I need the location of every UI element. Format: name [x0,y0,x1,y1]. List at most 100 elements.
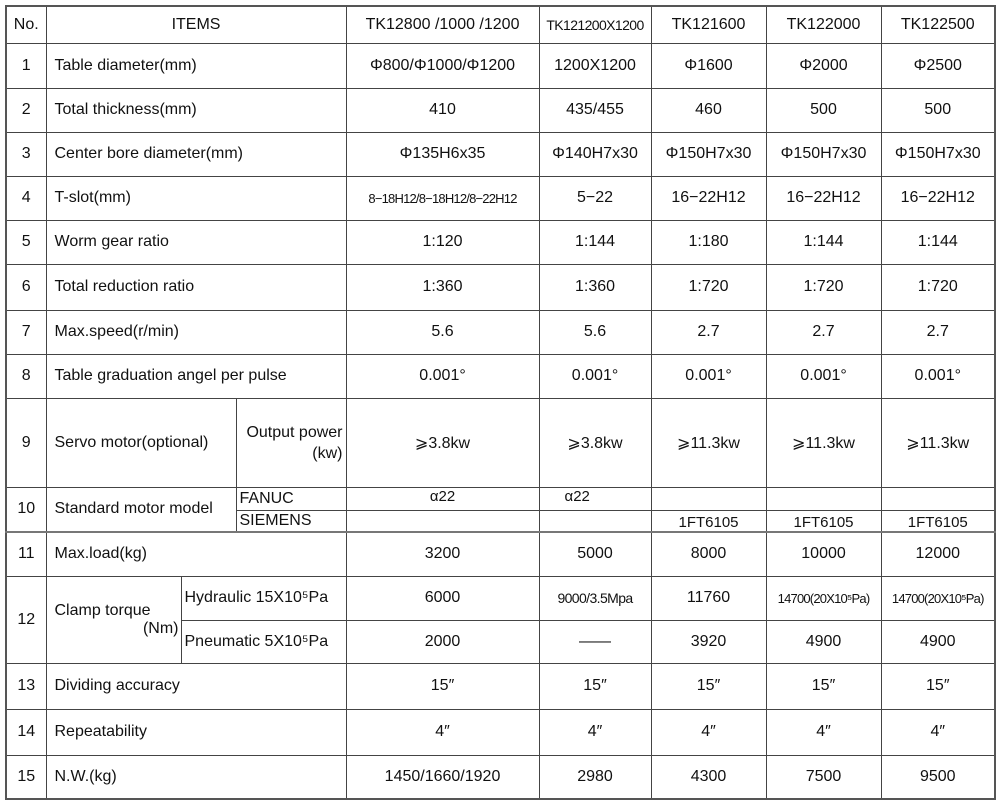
row-value: 3200 [345,531,540,577]
row-item: Worm gear ratio [45,219,347,265]
row-value [765,486,882,511]
row-value: Φ150H7x30 [880,131,996,177]
row-value: Φ1600 [650,42,767,89]
row-value: 8000 [650,531,767,577]
row-item: Max.speed(r/min) [45,309,347,355]
table-row: 7 Max.speed(r/min) 5.6 5.6 2.7 2.7 2.7 [5,309,996,355]
row-subitem: Pneumatic 5X10⁵Pa [180,619,347,664]
row-value: Φ135H6x35 [345,131,540,177]
row-value: 1:180 [650,219,767,265]
row-value: 2.7 [765,309,882,355]
row-value: 500 [880,87,996,133]
row-value: 15″ [765,662,882,710]
row-value: 1:720 [880,263,996,311]
table-row: 11 Max.load(kg) 3200 5000 8000 10000 12000 [5,531,996,577]
row-number: 13 [5,662,47,710]
row-subitem: FANUC [235,486,347,511]
row-value: 5.6 [538,309,652,355]
header-model: TK12800 /1000 /1200 [345,5,540,44]
row-value: α22 [538,486,652,511]
row-value: ⩾3.8kw [538,397,652,488]
row-value: 15″ [650,662,767,710]
row-value: 435/455 [538,87,652,133]
row-value: ⩾11.3kw [650,397,767,488]
row-number: 15 [5,754,47,800]
table-row: 15 N.W.(kg) 1450/1660/1920 2980 4300 7500 9500 [5,754,996,800]
row-subitem: Hydraulic 15X10⁵Pa [180,575,347,621]
row-value: Φ2500 [880,42,996,89]
row-value: 5−22 [538,175,652,221]
row-number: 11 [5,531,47,577]
row-value: 1:144 [538,219,652,265]
row-value: 1FT6105 [765,509,882,533]
row-value [538,509,652,533]
row-value: 7500 [765,754,882,800]
row-value: 6000 [345,575,540,621]
row-item: Repeatability [45,708,347,756]
row-item: Standard motor model [45,486,237,533]
row-number: 3 [5,131,47,177]
row-value: 4″ [765,708,882,756]
row-value: 0.001° [880,353,996,399]
subitem-line: (kw) [312,444,343,462]
row-value: 5.6 [345,309,540,355]
table-row: 1 Table diameter(mm) Φ800/Φ1000/Φ1200 1200X… [5,42,996,89]
row-number: 10 [5,486,47,533]
table-row: 6 Total reduction ratio 1:360 1:360 1:720 1:7… [5,263,996,311]
table-row: 4 T-slot(mm) 8−18H12/8−18H12/8−22H12 5−22 16… [5,175,996,221]
row-item: Table diameter(mm) [45,42,347,89]
row-value: 4″ [345,708,540,756]
row-item: Total thickness(mm) [45,87,347,133]
row-item: Total reduction ratio [45,263,347,311]
table-row: 8 Table graduation angel per pulse 0.001° 0… [5,353,996,399]
table-row: 14 Repeatability 4″ 4″ 4″ 4″ 4″ [5,708,996,756]
header-model: TK121200X1200 [538,5,652,44]
row-value: 1200X1200 [538,42,652,89]
row-item: Servo motor(optional) [45,397,237,488]
row-value: 12000 [880,531,996,577]
header-model: TK121600 [650,5,767,44]
row-item: Max.load(kg) [45,531,347,577]
table-row: SIEMENS 1FT6105 1FT6105 1FT6105 [6,509,996,533]
row-value: 16−22H12 [650,175,767,221]
row-value: 1450/1660/1920 [345,754,540,800]
row-value: 11760 [650,575,767,621]
row-value: ⩾3.8kw [345,397,540,488]
row-value [650,486,767,511]
row-number: 14 [5,708,47,756]
row-item: Center bore diameter(mm) [45,131,347,177]
row-value: 4900 [880,619,996,664]
row-value: 9500 [880,754,996,800]
row-value: 0.001° [650,353,767,399]
row-number: 2 [5,87,47,133]
row-value: 0.001° [765,353,882,399]
row-value: Φ140H7x30 [538,131,652,177]
row-subitem: Output power (kw) [235,397,347,488]
row-value: 10000 [765,531,882,577]
item-line: (Nm) [142,619,179,637]
row-item: Dividing accuracy [45,662,347,710]
row-value: Φ2000 [765,42,882,89]
row-value: —— [538,619,652,664]
row-number: 5 [5,219,47,265]
row-number: 8 [5,353,47,399]
row-value: Φ150H7x30 [650,131,767,177]
row-value: 2.7 [650,309,767,355]
table-row: 13 Dividing accuracy 15″ 15″ 15″ 15″ 15″ [5,662,996,710]
table-row: Pneumatic 5X10⁵Pa 2000 —— 3920 4900 4900 [6,619,996,664]
table-row: 2 Total thickness(mm) 410 435/455 460 500 500 [5,87,996,133]
row-item: Table graduation angel per pulse [45,353,347,399]
header-model: TK122000 [765,5,882,44]
row-value: 16−22H12 [880,175,996,221]
table-row: 12 Clamp torque (Nm) Hydraulic 15X10⁵Pa 6000… [5,575,996,664]
row-value: 3920 [650,619,767,664]
row-value: 1FT6105 [650,509,767,533]
row-value: 1:144 [880,219,996,265]
row-value: 410 [345,87,540,133]
row-value: 0.001° [345,353,540,399]
row-value: Φ800/Φ1000/Φ1200 [345,42,540,89]
row-subitem: SIEMENS [235,509,347,533]
header-model: TK122500 [880,5,996,44]
row-value: 15″ [538,662,652,710]
row-value: 1:720 [765,263,882,311]
